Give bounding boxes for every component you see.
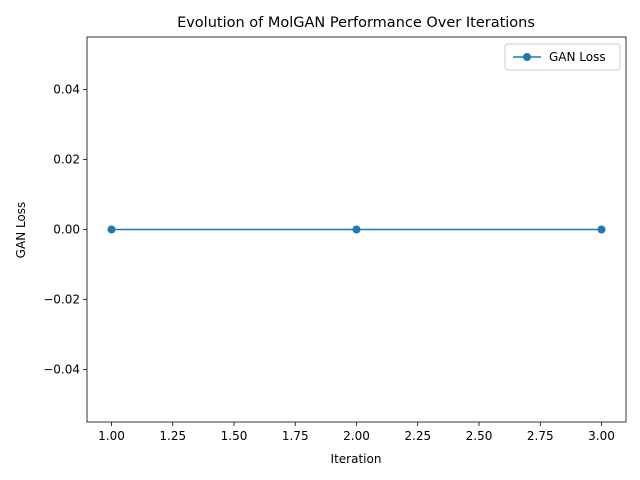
x-tick-label: 2.75 bbox=[527, 429, 554, 443]
x-axis-label: Iteration bbox=[331, 452, 382, 466]
x-axis: 1.00 1.25 1.50 1.75 2.00 2.25 2.50 2.75 3.00 bbox=[98, 422, 615, 443]
y-tick-label: 0.02 bbox=[53, 153, 80, 167]
legend: GAN Loss bbox=[504, 43, 621, 71]
data-point bbox=[597, 225, 606, 234]
data-point bbox=[107, 225, 116, 234]
series-layer bbox=[107, 225, 606, 234]
y-axis-label: GAN Loss bbox=[14, 202, 28, 259]
y-tick-label: −0.02 bbox=[43, 293, 80, 307]
x-tick-label: 1.75 bbox=[282, 429, 309, 443]
y-tick-label: 0.04 bbox=[53, 83, 80, 97]
x-tick-label: 2.00 bbox=[343, 429, 370, 443]
x-tick-label: 1.25 bbox=[159, 429, 186, 443]
x-tick-label: 1.00 bbox=[98, 429, 125, 443]
chart-title: Evolution of MolGAN Performance Over Ite… bbox=[177, 15, 535, 31]
data-point bbox=[352, 225, 361, 234]
y-axis: 0.04 0.02 0.00 −0.02 −0.04 bbox=[43, 83, 87, 377]
legend-marker bbox=[523, 53, 531, 61]
legend-box bbox=[504, 43, 621, 71]
x-tick-label: 2.50 bbox=[466, 429, 493, 443]
x-tick-label: 2.25 bbox=[404, 429, 431, 443]
y-tick-label: 0.00 bbox=[53, 223, 80, 237]
y-tick-label: −0.04 bbox=[43, 363, 80, 377]
legend-label: GAN Loss bbox=[549, 50, 606, 64]
x-tick-label: 3.00 bbox=[588, 429, 615, 443]
x-tick-label: 1.50 bbox=[221, 429, 248, 443]
